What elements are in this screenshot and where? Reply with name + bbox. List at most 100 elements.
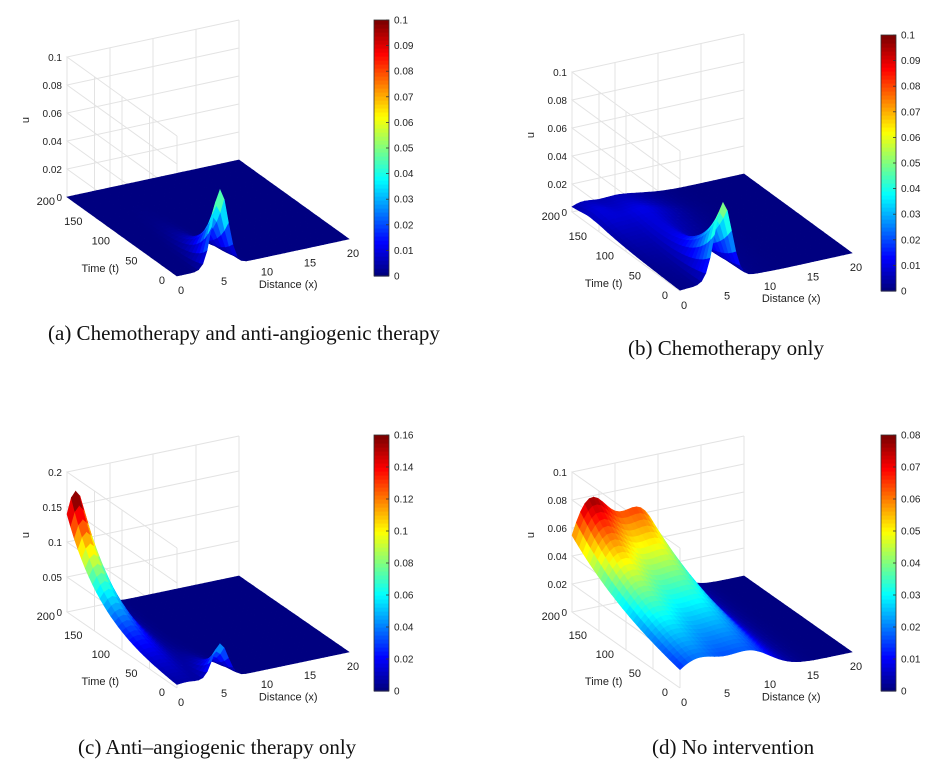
- colorbar-segment: [374, 260, 389, 265]
- u-axis-label: u: [20, 117, 32, 123]
- u-tick-label: 0.2: [48, 468, 62, 479]
- colorbar-c: 00.020.040.060.080.10.120.140.16: [373, 431, 414, 698]
- x-tick-label: 15: [304, 257, 316, 269]
- colorbar-segment: [881, 211, 896, 216]
- colorbar-tick-label: 0.06: [394, 591, 414, 602]
- t-tick-label: 150: [569, 231, 587, 243]
- colorbar-tick-label: 0.02: [394, 220, 414, 231]
- colorbar-segment: [374, 507, 389, 512]
- colorbar-tick-label: 0.07: [394, 92, 414, 103]
- colorbar-segment: [374, 76, 389, 81]
- t-tick-label: 200: [542, 211, 560, 223]
- colorbar-segment: [881, 99, 896, 104]
- u-tick-label: 0.06: [548, 124, 568, 135]
- x-tick-label: 0: [681, 300, 687, 312]
- colorbar-segment: [881, 79, 896, 84]
- colorbar-segment: [374, 583, 389, 588]
- colorbar-segment: [374, 84, 389, 89]
- colorbar-segment: [374, 539, 389, 544]
- colorbar-tick-label: 0.07: [901, 107, 921, 118]
- colorbar-segment: [881, 255, 896, 260]
- colorbar-segment: [881, 39, 896, 44]
- colorbar-segment: [374, 619, 389, 624]
- colorbar-segment: [374, 264, 389, 269]
- colorbar-tick-label: 0.02: [394, 655, 414, 666]
- colorbar-segment: [881, 223, 896, 228]
- x-tick-label: 20: [347, 248, 359, 260]
- colorbar-tick-label: 0.01: [394, 246, 414, 257]
- colorbar-tick-label: 0.06: [901, 133, 921, 144]
- t-tick-label: 200: [37, 196, 55, 208]
- colorbar-segment: [374, 551, 389, 556]
- u-tick-label: 0.1: [553, 68, 567, 79]
- colorbar-segment: [374, 595, 389, 600]
- colorbar-segment: [881, 283, 896, 288]
- colorbar-segment: [881, 151, 896, 156]
- colorbar-segment: [374, 100, 389, 105]
- colorbar-segment: [374, 152, 389, 157]
- colorbar-segment: [374, 188, 389, 193]
- t-tick-label: 50: [125, 255, 137, 267]
- colorbar-segment: [881, 247, 896, 252]
- u-tick-label: 0.04: [43, 137, 63, 148]
- colorbar-segment: [374, 591, 389, 596]
- colorbar-segment: [374, 487, 389, 492]
- x-tick-label: 5: [724, 291, 730, 303]
- colorbar-segment: [374, 52, 389, 57]
- colorbar-segment: [374, 208, 389, 213]
- colorbar-tick-label: 0.03: [901, 210, 921, 221]
- colorbar-segment: [374, 527, 389, 532]
- x-axis-label: Distance (x): [762, 293, 821, 305]
- colorbar-segment: [374, 92, 389, 97]
- colorbar-segment: [881, 107, 896, 112]
- colorbar-segment: [374, 140, 389, 145]
- u-tick-label: 0.1: [48, 53, 62, 64]
- colorbar-segment: [881, 195, 896, 200]
- colorbar-segment: [374, 675, 389, 680]
- colorbar-segment: [881, 67, 896, 72]
- colorbar-segment: [881, 83, 896, 88]
- colorbar-segment: [881, 163, 896, 168]
- colorbar-a: 00.010.020.030.040.050.060.070.080.090.1: [373, 16, 414, 283]
- colorbar-segment: [881, 51, 896, 56]
- colorbar-tick-label: 0.02: [901, 235, 921, 246]
- colorbar-segment: [374, 116, 389, 121]
- colorbar-segment: [374, 447, 389, 452]
- colorbar-segment: [374, 200, 389, 205]
- colorbar-segment: [374, 96, 389, 101]
- colorbar-segment: [374, 252, 389, 257]
- colorbar-segment: [881, 287, 896, 292]
- colorbar-segment: [374, 459, 389, 464]
- colorbar-segment: [374, 643, 389, 648]
- colorbar-segment: [881, 267, 896, 272]
- colorbar-segment: [881, 131, 896, 136]
- colorbar-segment: [881, 239, 896, 244]
- colorbar-segment: [881, 155, 896, 160]
- colorbar-segment: [881, 111, 896, 116]
- colorbar-tick-label: 0.08: [394, 559, 414, 570]
- colorbar-segment: [374, 28, 389, 33]
- colorbar-segment: [374, 575, 389, 580]
- colorbar-b: 00.010.020.030.040.050.060.070.080.090.1: [880, 31, 921, 298]
- colorbar-segment: [374, 547, 389, 552]
- colorbar-segment: [374, 248, 389, 253]
- surface-c: [66, 490, 350, 685]
- surface-cell: [340, 649, 350, 654]
- t-tick-label: 100: [92, 236, 110, 248]
- colorbar-segment: [881, 251, 896, 256]
- colorbar-segment: [374, 639, 389, 644]
- x-tick-label: 10: [261, 679, 273, 691]
- colorbar-segment: [374, 40, 389, 45]
- u-tick-label: 0.02: [548, 180, 568, 191]
- t-axis-label: Time (t): [585, 278, 622, 290]
- colorbar-tick-label: 0.06: [394, 118, 414, 129]
- colorbar-segment: [374, 112, 389, 117]
- colorbar-segment: [374, 32, 389, 37]
- colorbar-segment: [374, 136, 389, 141]
- u-tick-label: 0.02: [43, 165, 63, 176]
- colorbar-segment: [881, 35, 896, 40]
- colorbar-segment: [881, 119, 896, 124]
